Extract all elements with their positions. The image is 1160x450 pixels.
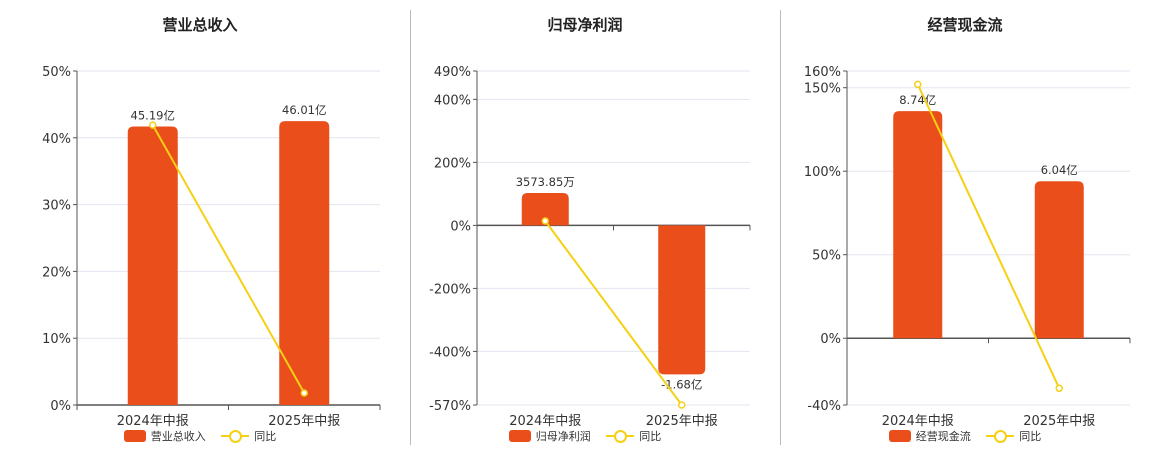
chart-revenue: 50% 40% 30% 20% 10% 0% 2024年中报 45.19亿 2025年中报 46.… — [42, 65, 381, 429]
bar — [521, 192, 569, 226]
y-tick-label: -400% — [429, 345, 471, 360]
yoy-point — [1055, 384, 1063, 393]
x-tick-label: 2024年中报 — [509, 414, 581, 429]
y-tick-label: 0% — [820, 332, 841, 347]
bar-data-label: 8.74亿 — [899, 93, 936, 107]
y-tick-label: 400% — [434, 93, 471, 108]
y-tick-label: 160% — [804, 65, 841, 80]
y-tick-label: 50% — [812, 249, 841, 264]
x-tick-label: 2024年中报 — [117, 414, 189, 429]
x-tick-label: 2024年中报 — [882, 414, 954, 429]
y-tick-label: 150% — [804, 82, 841, 97]
bar — [893, 111, 943, 339]
y-tick-label: 100% — [804, 165, 841, 180]
legend-swatch-line — [221, 430, 250, 443]
chart-net-profit: 490% 400% 200% 0% -200% -400% -570% 2024年中报 3573… — [429, 65, 751, 429]
y-tick-label: 0% — [450, 219, 471, 234]
legend-revenue: 营业总收入 同比 — [0, 428, 400, 444]
chart-title-cash-flow: 经营现金流 — [927, 16, 1003, 34]
legend-label-bar: 营业总收入 — [150, 430, 206, 443]
x-tick-label: 2025年中报 — [1023, 414, 1095, 429]
legend-label-line: 同比 — [639, 430, 662, 443]
yoy-point — [300, 389, 308, 397]
y-tick-label: 40% — [42, 132, 71, 147]
bar-data-label: -1.68亿 — [661, 377, 702, 391]
bar — [1034, 181, 1084, 339]
chart-title-revenue: 营业总收入 — [162, 16, 238, 34]
legend-label-line: 同比 — [254, 430, 277, 443]
y-tick-label: 20% — [42, 265, 71, 280]
bar-data-label: 45.19亿 — [131, 108, 175, 122]
legend-label-bar: 经营现金流 — [915, 430, 971, 443]
legend-swatch-line — [986, 430, 1015, 443]
y-tick-label: 490% — [434, 65, 471, 80]
legend-swatch-bar — [123, 430, 146, 442]
legend-label-bar: 归母净利润 — [535, 430, 591, 443]
yoy-line — [151, 124, 306, 394]
chart-title-net-profit: 归母净利润 — [547, 16, 623, 34]
x-tick-label: 2025年中报 — [268, 414, 340, 429]
yoy-line — [544, 220, 683, 406]
yoy-point — [914, 80, 922, 89]
bar-data-label: 3573.85万 — [516, 175, 575, 189]
bar — [127, 126, 178, 405]
legend-swatch-line — [606, 430, 635, 443]
legend-cash-flow: 经营现金流 同比 — [770, 428, 1160, 444]
y-tick-label: 0% — [50, 399, 71, 414]
y-tick-label: -200% — [429, 282, 471, 297]
bar-data-label: 46.01亿 — [282, 103, 326, 117]
bar — [279, 121, 330, 405]
y-tick-label: -40% — [807, 399, 841, 414]
legend-swatch-bar — [888, 430, 911, 442]
chart-panel-revenue: 营业总收入 50% 40% 30% 20% 10% 0% 2024年中报 45.19亿 2025… — [0, 0, 400, 450]
yoy-point — [149, 121, 157, 129]
bar-data-label: 6.04亿 — [1041, 163, 1078, 177]
y-tick-label: -570% — [429, 399, 471, 414]
y-tick-label: 200% — [434, 156, 471, 171]
x-tick-label: 2025年中报 — [646, 414, 718, 429]
legend-swatch-bar — [508, 430, 531, 442]
chart-cash-flow: 160% 150% 100% 50% 0% -40% 2024年中报 8.74亿 2025年中报… — [804, 65, 1131, 429]
chart-panel-cash-flow: 经营现金流 160% 150% 100% 50% 0% -40% 2024年中报 8.74亿 2… — [770, 0, 1160, 450]
y-tick-label: 10% — [42, 332, 71, 347]
y-tick-label: 30% — [42, 199, 71, 214]
chart-panel-net-profit: 归母净利润 490% 400% 200% 0% -200% -400% -570% 2024年… — [400, 0, 770, 450]
legend-net-profit: 归母净利润 同比 — [400, 428, 770, 444]
bar — [658, 225, 706, 375]
panel-divider — [410, 10, 411, 445]
yoy-line — [916, 83, 1061, 389]
legend-label-line: 同比 — [1019, 430, 1042, 443]
yoy-point — [678, 401, 686, 409]
y-tick-label: 50% — [42, 65, 71, 80]
yoy-point — [541, 217, 549, 225]
panel-divider — [780, 10, 781, 445]
